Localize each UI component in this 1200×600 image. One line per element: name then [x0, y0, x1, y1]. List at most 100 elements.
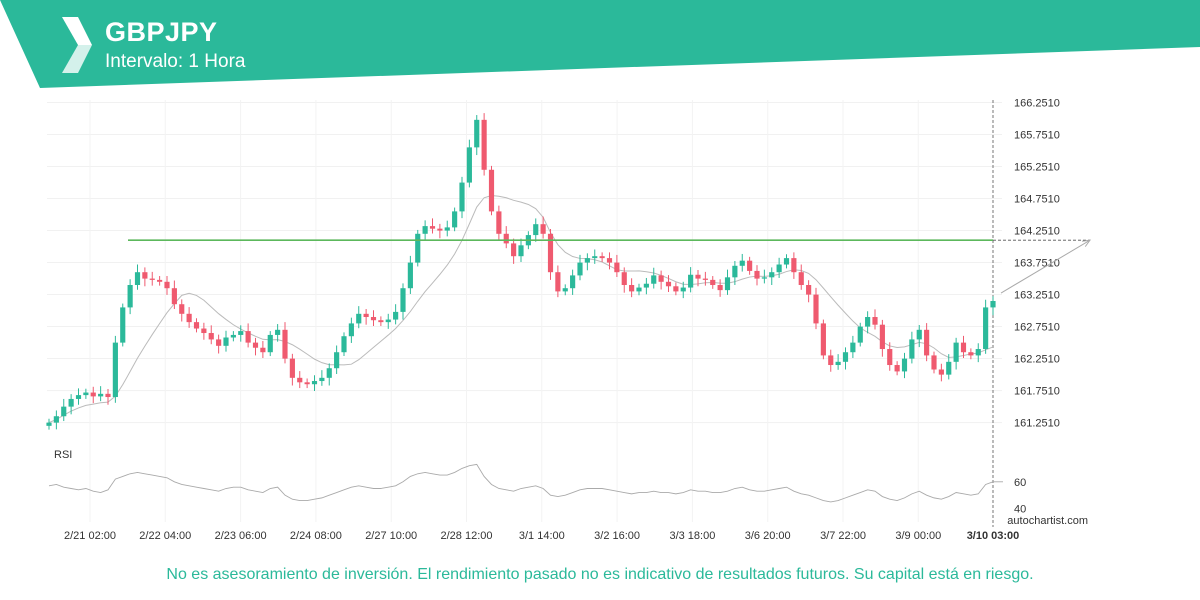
candle-body: [252, 342, 259, 348]
candle-body: [680, 287, 686, 292]
candle-body: [466, 147, 472, 183]
disclaimer-text: No es asesoramiento de inversión. El ren…: [166, 566, 1034, 583]
candle-body: [724, 277, 731, 291]
candle-body: [916, 329, 922, 340]
candle-body: [872, 317, 878, 325]
candle-body: [319, 377, 325, 382]
candle-body: [842, 352, 849, 362]
candle-body: [289, 358, 295, 378]
candle-body: [820, 323, 826, 356]
symbol-title: GBPJPY: [105, 17, 218, 47]
projection-arrowhead: [1082, 239, 1092, 247]
price-tick-label: 164.2510: [1014, 226, 1060, 238]
price-tick-label: 164.7510: [1014, 194, 1060, 206]
candle-body: [348, 323, 354, 337]
candle-body: [304, 382, 310, 385]
candle-body: [282, 329, 288, 359]
candle-body: [673, 286, 679, 292]
candle-body: [562, 288, 568, 292]
time-tick-label: 3/9 00:00: [895, 530, 941, 542]
candle-body: [813, 294, 819, 324]
candle-body: [341, 336, 347, 353]
candle-body: [931, 355, 937, 370]
candle-body: [83, 392, 89, 396]
time-tick-label: 2/21 02:00: [64, 530, 116, 542]
candle-body: [769, 272, 775, 278]
candle-body: [53, 416, 59, 423]
candle-body: [621, 272, 627, 286]
candle-body: [960, 342, 967, 353]
candle-body: [193, 322, 200, 329]
candle-body: [164, 281, 170, 289]
candle-body: [570, 275, 576, 289]
candle-body: [105, 393, 111, 398]
header-banner: [0, 0, 1200, 88]
candle-body: [452, 211, 458, 228]
price-tick-label: 161.2510: [1014, 418, 1060, 430]
time-tick-label: 2/28 12:00: [441, 530, 493, 542]
moving-average-line: [48, 195, 994, 424]
candle-body: [865, 317, 871, 327]
candle-body: [149, 278, 155, 280]
candle-body: [422, 226, 428, 234]
watermark-label: autochartist.com: [1007, 515, 1088, 527]
candle-body: [120, 307, 126, 343]
candle-body: [747, 260, 753, 271]
candle-body: [643, 283, 649, 288]
candle-body: [157, 279, 163, 282]
candle-body: [437, 228, 443, 231]
candle-body: [208, 333, 214, 340]
candle-body: [614, 262, 620, 273]
candle-body: [798, 272, 804, 286]
candle-body: [407, 262, 413, 289]
candle-body: [717, 285, 723, 291]
time-tick-label: 3/6 20:00: [745, 530, 791, 542]
candle-body: [481, 119, 487, 170]
candle-body: [186, 313, 192, 323]
candle-body: [370, 317, 377, 321]
price-tick-label: 162.7510: [1014, 322, 1060, 334]
time-tick-label: 3/3 18:00: [669, 530, 715, 542]
candle-body: [599, 256, 605, 259]
rsi-tick-label: 40: [1014, 504, 1026, 516]
candle-body: [488, 169, 495, 212]
candle-body: [776, 264, 782, 273]
candle-body: [592, 256, 598, 259]
candle-body: [990, 301, 996, 308]
candle-body: [326, 368, 332, 378]
candle-body: [171, 288, 177, 305]
banner-background: [0, 0, 1200, 88]
candle-body: [297, 377, 303, 383]
candle-body: [260, 347, 266, 353]
candle-body: [245, 331, 251, 343]
candle-body: [415, 233, 421, 263]
candle-body: [75, 395, 82, 399]
price-tick-label: 165.2510: [1014, 162, 1060, 174]
candle-body: [112, 342, 118, 398]
candle-body: [429, 226, 436, 229]
candle-body: [835, 361, 841, 366]
candle-body: [584, 258, 590, 263]
candle-body: [356, 313, 362, 324]
candle-body: [702, 278, 708, 280]
candle-body: [127, 285, 133, 308]
rsi-label: RSI: [54, 449, 72, 461]
candle-body: [968, 352, 974, 356]
price-tick-label: 163.7510: [1014, 258, 1060, 270]
candle-body: [90, 392, 96, 397]
candle-body: [761, 277, 767, 279]
candle-body: [909, 339, 915, 359]
candle-body: [216, 339, 222, 346]
projection-arrow-line: [1000, 239, 1091, 294]
candle-body: [238, 331, 244, 335]
candle-body: [983, 307, 989, 350]
candle-body: [636, 287, 642, 292]
candle-body: [518, 245, 524, 257]
candle-body: [975, 349, 981, 356]
time-tick-label: 3/2 16:00: [594, 530, 640, 542]
rsi-tick-label: 60: [1014, 477, 1026, 489]
candle-body: [547, 233, 554, 273]
candle-body: [511, 243, 517, 257]
candle-body: [658, 275, 664, 282]
candle-body: [179, 304, 185, 314]
